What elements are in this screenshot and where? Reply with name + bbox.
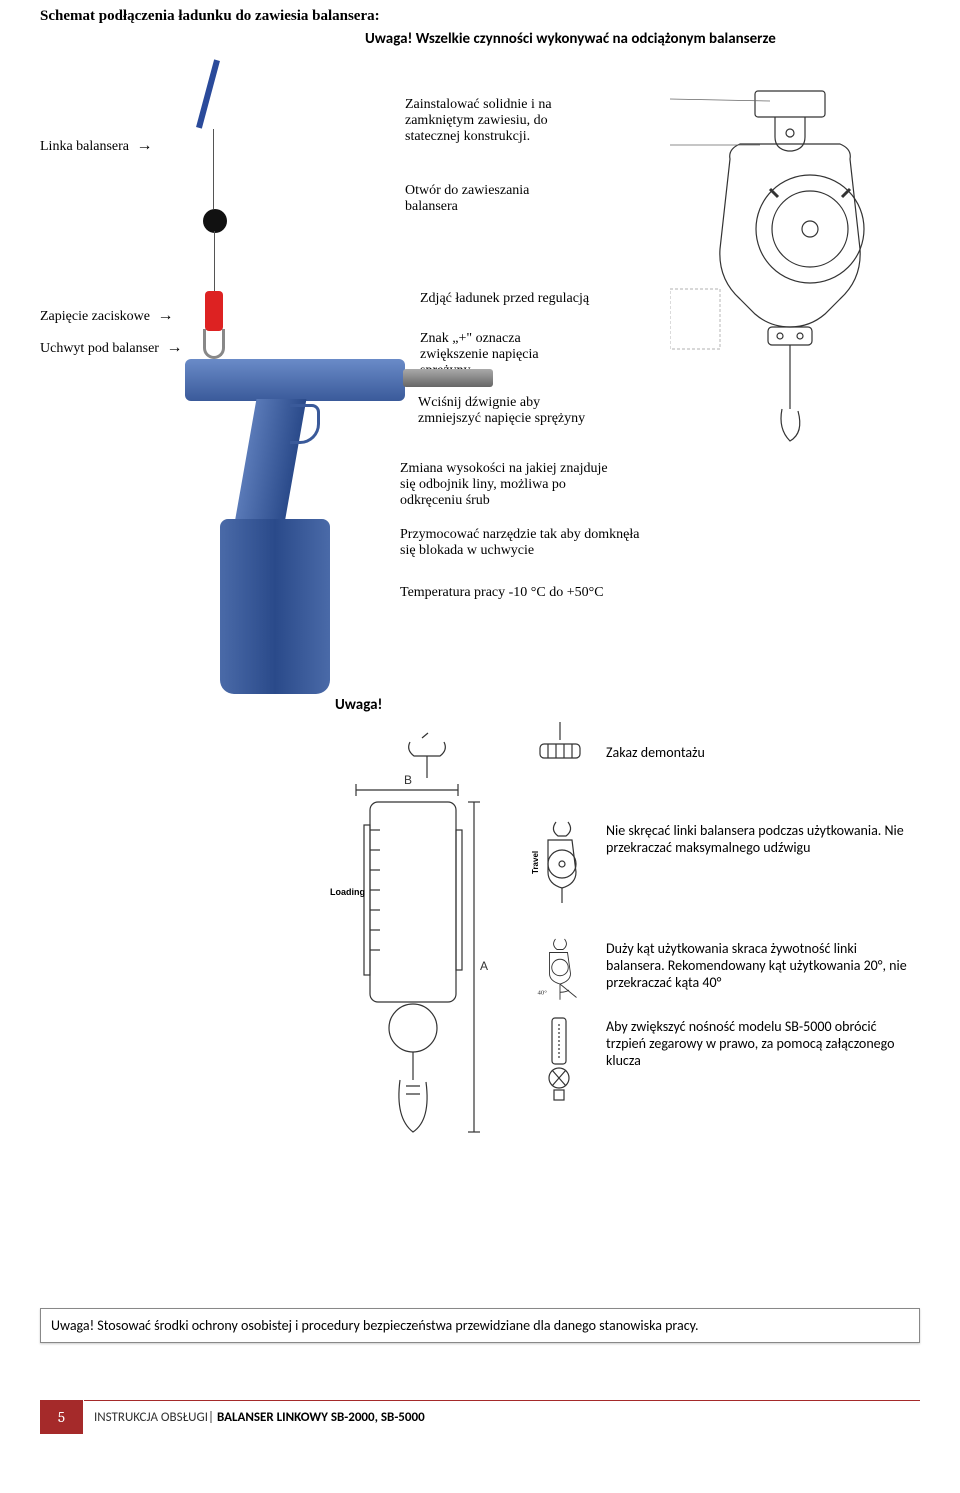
footer: 5 INSTRUKCJA OBSŁUGI | BALANSER LINKOWY … (40, 1400, 920, 1440)
row-duzy-kat: 40° Duży kąt użytkowania skraca żywotnoś… (530, 936, 910, 1004)
wrench-adjust-icon (530, 1014, 590, 1104)
text-zakaz: Zakaz demontażu (606, 720, 705, 761)
balancer-drawing (670, 89, 910, 469)
text-aby-zwiekszyc: Aby zwiększyć nośność modelu SB-5000 obr… (606, 1014, 910, 1069)
row-zakaz: Zakaz demontażu (530, 720, 910, 790)
svg-text:Loading: Loading (330, 887, 365, 897)
svg-text:A: A (480, 959, 488, 973)
row-nie-skrecac: Travel Nie skręcać linki balansera podcz… (530, 818, 910, 908)
pulley-icon: Travel (530, 818, 590, 908)
angle-icon: 40° (530, 936, 590, 1004)
page-number: 5 (40, 1400, 84, 1434)
screwdriver-icon (530, 720, 590, 790)
svg-text:B: B (404, 773, 412, 787)
footer-doctype: INSTRUKCJA OBSŁUGI (94, 1410, 208, 1425)
label-uchwyt: Uchwyt pod balanser → (40, 339, 186, 357)
footer-product: BALANSER LINKOWY SB-2000, SB-5000 (217, 1410, 425, 1425)
arrow-icon: → (158, 307, 174, 325)
lower-diagram: B Loading A (310, 730, 510, 1170)
arrow-icon: → (137, 137, 153, 155)
text-nie-skrecac: Nie skręcać linki balansera podczas użyt… (606, 818, 910, 856)
label-zapiecie-text: Zapięcie zaciskowe (40, 309, 150, 324)
arrow-icon: → (166, 339, 182, 357)
footer-text: INSTRUKCJA OBSŁUGI | BALANSER LINKOWY SB… (84, 1400, 920, 1434)
label-linka-text: Linka balansera (40, 139, 129, 154)
label-uchwyt-text: Uchwyt pod balanser (40, 341, 159, 356)
text-duzy-kat: Duży kąt użytkowania skraca żywotność li… (606, 936, 910, 991)
uwaga-mid: Uwaga! (335, 696, 382, 714)
label-zapiecie: Zapięcie zaciskowe → (40, 307, 178, 325)
section-title: Schemat podłączenia ładunku do zawiesia … (40, 8, 920, 25)
lower-right-notes: Zakaz demontażu Travel Nie skręcać linki… (530, 720, 910, 1132)
svg-text:Travel: Travel (531, 851, 540, 874)
svg-text:40°: 40° (538, 990, 548, 997)
diagram-area: Linka balansera → Zapięcie zaciskowe → U… (40, 29, 920, 729)
tool-illustration (185, 59, 505, 699)
label-linka: Linka balansera → (40, 137, 157, 155)
warning-box: Uwaga! Stosować środki ochrony osobistej… (40, 1308, 920, 1343)
row-aby-zwiekszyc: Aby zwiększyć nośność modelu SB-5000 obr… (530, 1014, 910, 1104)
